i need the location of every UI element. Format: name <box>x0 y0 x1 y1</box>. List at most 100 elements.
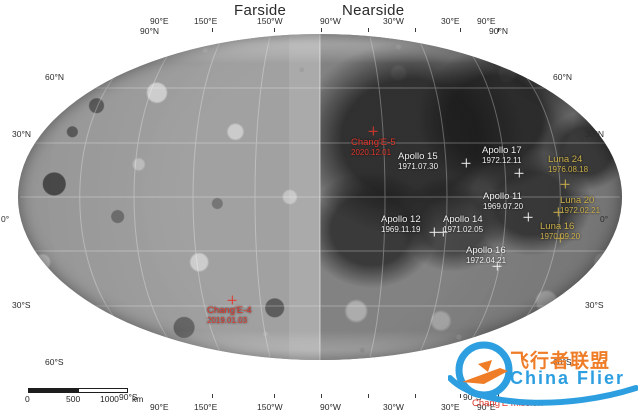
site-name: Luna 24 <box>548 154 583 165</box>
hemisphere-seam-line <box>319 34 321 360</box>
site-label: Apollo 16 1972.04.21 <box>466 245 507 266</box>
axis-label-right-3: 30°S <box>585 300 604 310</box>
axis-label-top-4: 90°W <box>320 16 341 26</box>
scale-bar: 0 500 1000 km <box>25 388 143 404</box>
graticule-tick <box>460 394 461 398</box>
watermark-text-cn: 飞行者联盟 <box>510 351 611 372</box>
site-name: Apollo 17 <box>482 145 522 156</box>
axis-label-bottom-1: 90°E <box>150 402 169 412</box>
site-marker-cross-icon <box>561 180 570 189</box>
axis-label-top-6: 30°E <box>441 16 460 26</box>
site-date: 1976.08.18 <box>548 164 589 174</box>
axis-label-top-2: 150°E <box>194 16 218 26</box>
site-label: Chang'E-4 2019.01.03 <box>207 305 252 326</box>
graticule-tick <box>498 394 499 398</box>
axis-label-bottom-2: 150°E <box>194 402 218 412</box>
nearside-title: Nearside <box>342 2 405 19</box>
axis-label-left-4: 60°S <box>45 357 64 367</box>
axis-label-left-3: 30°S <box>12 300 31 310</box>
axis-label-top-5: 30°W <box>383 16 404 26</box>
farside-title: Farside <box>234 2 287 19</box>
site-date: 1969.11.19 <box>381 224 421 234</box>
axis-label-bottom-7: 90°E <box>477 402 496 412</box>
site-date: 1970.09.20 <box>540 231 581 241</box>
site-marker-cross-icon <box>462 159 471 168</box>
axis-label-top-3: 150°W <box>257 16 283 26</box>
axis-label-bottom-6: 30°E <box>441 402 460 412</box>
site-name: Chang'E-5 <box>351 137 396 148</box>
nearside-hemisphere-surface <box>320 34 622 360</box>
site-label: Chang'E-5 2020.12.01 <box>351 137 396 158</box>
site-name: Apollo 15 <box>398 151 438 162</box>
scale-tick-0: 0 <box>25 394 30 404</box>
graticule-tick <box>212 28 213 32</box>
scale-tick-500: 500 <box>66 394 81 404</box>
orbit-plane-logo-icon <box>447 341 639 406</box>
graticule-tick <box>321 394 322 398</box>
site-date: 2020.12.01 <box>351 147 392 157</box>
graticule-tick <box>415 394 416 398</box>
scale-unit: km <box>132 394 144 404</box>
site-name: Apollo 16 <box>466 245 506 256</box>
axis-label-top-1: 90°E <box>150 16 169 26</box>
site-name: Apollo 11 <box>483 191 522 202</box>
hemisphere-seam-band <box>288 34 320 360</box>
site-label: Apollo 14 1971.02.05 <box>443 214 484 235</box>
polar-highlight-overlay <box>18 34 622 360</box>
axis-label-top-pole-left: 90°N <box>140 26 159 36</box>
site-label: Luna 24 1976.08.18 <box>548 154 589 175</box>
graticule-tick <box>321 28 322 32</box>
axis-label-right-4: 60°S <box>553 357 572 367</box>
graticule-tick <box>274 28 275 32</box>
surface-texture-overlay <box>18 34 622 360</box>
axis-label-right-0: 60°N <box>553 72 572 82</box>
site-date: 1971.02.05 <box>443 224 484 234</box>
scale-segment-filled <box>28 388 78 393</box>
graticule-tick <box>212 394 213 398</box>
site-date: 1972.04.21 <box>466 255 507 265</box>
graticule-tick <box>368 394 369 398</box>
axis-label-bottom-3: 150°W <box>257 402 283 412</box>
axis-label-top-7: 90°E <box>477 16 496 26</box>
site-marker-cross-icon <box>524 213 533 222</box>
site-label: Luna 16 1970.09.20 <box>540 221 581 242</box>
site-label: Luna 20 1972.02.21 <box>560 195 601 216</box>
axis-label-bottom-4: 90°W <box>320 402 341 412</box>
site-date: 1972.02.21 <box>560 205 601 215</box>
site-label: Apollo 15 1971.07.30 <box>398 151 439 172</box>
site-name: Apollo 14 <box>443 214 483 225</box>
moon-surface-image <box>18 34 622 360</box>
site-marker-cross-icon <box>430 228 439 237</box>
axis-label-bottom-pole-left: 90°S <box>119 392 138 402</box>
site-label: Apollo 12 1969.11.19 <box>381 214 421 235</box>
graticule-tick <box>274 394 275 398</box>
moon-globe <box>18 34 622 360</box>
scale-bar-segments <box>28 388 128 393</box>
axis-label-left-2: 0° <box>1 214 10 224</box>
site-label: Apollo 17 1972.12.11 <box>482 145 522 166</box>
site-date: 1969.07.20 <box>483 201 524 211</box>
graticule-tick <box>415 28 416 32</box>
axis-label-right-2: 0° <box>600 214 609 224</box>
scale-segment-empty <box>78 388 128 393</box>
site-name: Luna 20 <box>560 195 595 206</box>
site-date: 1972.12.11 <box>482 155 522 165</box>
scale-tick-1000: 1000 <box>100 394 119 404</box>
axis-label-left-0: 60°N <box>45 72 64 82</box>
axis-label-left-1: 30°N <box>12 129 31 139</box>
site-name: Apollo 12 <box>381 214 421 225</box>
graticule-tick <box>460 28 461 32</box>
site-name: Chang'E-4 <box>207 305 252 316</box>
site-date: 1971.07.30 <box>398 161 439 171</box>
graticule-tick <box>368 28 369 32</box>
site-marker-cross-icon <box>515 169 524 178</box>
site-marker-cross-icon <box>369 127 378 136</box>
axis-label-bottom-pole-right: 90°S <box>463 392 482 402</box>
axis-label-right-1: 30°N <box>585 129 604 139</box>
watermark-text-en: China Flier <box>510 368 626 388</box>
farside-hemisphere-surface <box>18 34 320 360</box>
watermark-china-flier: 飞行者联盟 China Flier <box>447 338 639 410</box>
site-label: Apollo 11 1969.07.20 <box>483 191 524 212</box>
site-name: Luna 16 <box>540 221 575 232</box>
